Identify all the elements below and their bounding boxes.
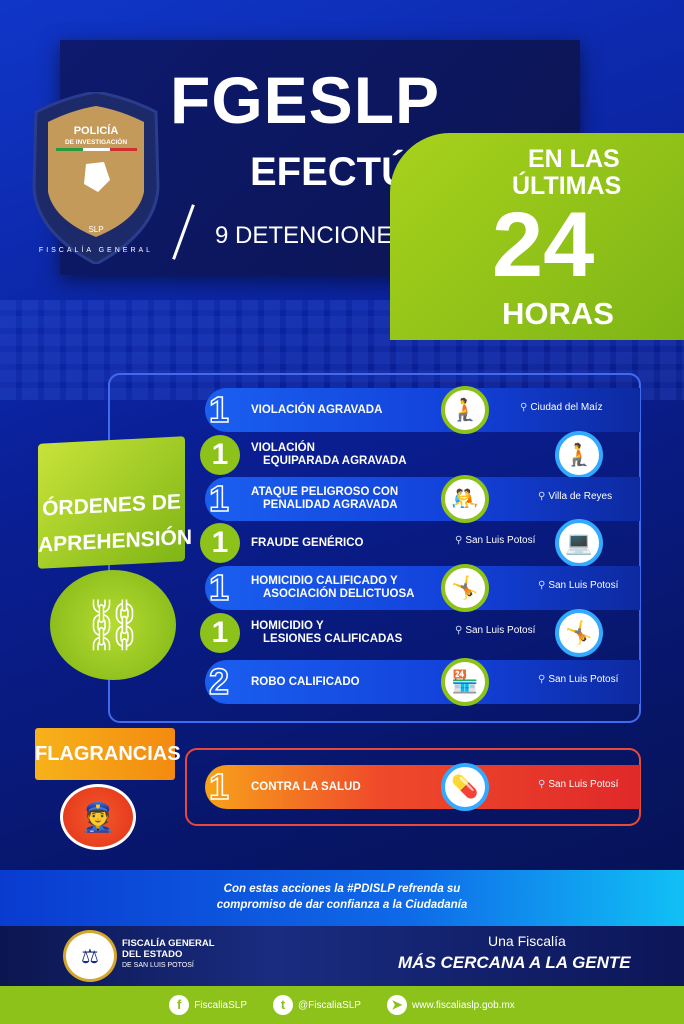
police-badge-logo: POLICÍA DE INVESTIGACIÓN SLP FISCALÍA GE…: [32, 92, 160, 264]
count: 1: [200, 523, 240, 563]
orders-label: ÓRDENES DE APREHENSIÓN: [38, 436, 192, 569]
order-row: 1 HOMICIDIO Y LESIONES CALIFICADAS 🤸 ⚲ San…: [200, 609, 640, 657]
badge-text: FISCALÍA GENERAL: [39, 245, 153, 254]
attack-icon: 🤼: [441, 475, 489, 523]
org-name: FISCALÍA GENERAL DEL ESTADO DE SAN LUIS PO…: [122, 938, 215, 969]
flagrancia-row: 1 CONTRA LA SALUD 💊 ⚲ San Luis Potosí: [205, 763, 640, 811]
timeframe-box: [390, 133, 684, 340]
timeframe-text: EN LAS: [528, 145, 620, 173]
slogan: Una Fiscalía: [488, 933, 566, 949]
location-pin-icon: ⚲: [455, 535, 463, 546]
arrest-icon: 👮: [60, 784, 136, 850]
location-pin-icon: ⚲: [538, 779, 546, 790]
crime-label: VIOLACIÓN EQUIPARADA AGRAVADA: [251, 442, 407, 467]
location: ⚲ San Luis Potosí: [538, 580, 619, 591]
badge-text: POLICÍA: [74, 124, 119, 137]
crime-label: CONTRA LA SALUD: [251, 780, 361, 793]
page-title: FGESLP: [170, 63, 441, 137]
timeframe-text: ÚLTIMAS: [512, 172, 622, 200]
crime-label: FRAUDE GENÉRICO: [251, 536, 364, 549]
sad-person-icon: 🧎: [441, 386, 489, 434]
timeframe-unit: HORAS: [502, 296, 614, 331]
badge-text: SLP: [88, 225, 103, 234]
location-pin-icon: ⚲: [538, 580, 546, 591]
body-outline-icon: 🤸: [441, 564, 489, 612]
count: 1: [208, 478, 230, 520]
facebook-link[interactable]: f FiscaliaSLP: [169, 995, 247, 1015]
location: ⚲ San Luis Potosí: [455, 535, 536, 546]
location-pin-icon: ⚲: [538, 491, 546, 502]
location: ⚲ Ciudad del Maíz: [520, 402, 603, 413]
count: 2: [208, 661, 230, 703]
crime-label: HOMICIDIO Y LESIONES CALIFICADAS: [251, 620, 403, 645]
crime-label: ATAQUE PELIGROSO CON PENALIDAD AGRAVADA: [251, 486, 399, 511]
social-bar: f FiscaliaSLP t @FiscaliaSLP ➤ www.fiscalia…: [0, 986, 684, 1024]
location: ⚲ Villa de Reyes: [538, 491, 613, 502]
fiscalia-seal-logo: ⚖: [63, 930, 117, 982]
cursor-icon: ➤: [386, 995, 407, 1015]
crime-label: ROBO CALIFICADO: [251, 675, 360, 688]
order-row: 1 VIOLACIÓN EQUIPARADA AGRAVADA 🧎: [200, 431, 640, 479]
order-row: 2 ROBO CALIFICADO 🏪 ⚲ San Luis Potosí: [205, 658, 640, 706]
pills-icon: 💊: [441, 763, 489, 811]
twitter-icon: t: [273, 995, 294, 1015]
order-row: 1 VIOLACIÓN AGRAVADA 🧎 ⚲ Ciudad del Maíz: [205, 386, 640, 434]
badge-text: DE INVESTIGACIÓN: [65, 137, 127, 146]
website-link[interactable]: ➤ www.fiscaliaslp.gob.mx: [386, 995, 515, 1015]
fraud-laptop-icon: 💻: [555, 519, 603, 567]
location: ⚲ San Luis Potosí: [538, 674, 619, 685]
order-row: 1 ATAQUE PELIGROSO CON PENALIDAD AGRAVADA…: [205, 475, 640, 523]
location-pin-icon: ⚲: [538, 674, 546, 685]
count: 1: [208, 567, 230, 609]
flagrancias-panel: [185, 748, 641, 826]
flagrancias-label: FLAGRANCIAS: [35, 728, 181, 780]
timeframe-number: 24: [492, 194, 595, 296]
count: 1: [200, 613, 240, 653]
count: 1: [200, 435, 240, 475]
closing-message: Con estas acciones la #PDISLP refrenda s…: [0, 870, 684, 926]
order-row: 1 HOMICIDIO CALIFICADO Y ASOCIACIÓN DELIC…: [205, 564, 640, 612]
count: 1: [208, 766, 230, 808]
location-pin-icon: ⚲: [455, 625, 463, 636]
store-icon: 🏪: [441, 658, 489, 706]
location: ⚲ San Luis Potosí: [455, 625, 536, 636]
detentions-count: 9 DETENCIONES: [215, 222, 409, 249]
twitter-link[interactable]: t @FiscaliaSLP: [273, 995, 361, 1015]
sad-person-icon: 🧎: [555, 431, 603, 479]
body-outline-icon: 🤸: [555, 609, 603, 657]
count: 1: [208, 389, 230, 431]
slogan-bold: MÁS CERCANA A LA GENTE: [398, 953, 631, 972]
order-row: 1 FRAUDE GENÉRICO 💻 ⚲ San Luis Potosí: [200, 519, 640, 567]
facebook-icon: f: [169, 995, 190, 1015]
crime-label: VIOLACIÓN AGRAVADA: [251, 403, 383, 416]
crime-label: HOMICIDIO CALIFICADO Y ASOCIACIÓN DELICTU…: [251, 575, 415, 600]
handcuffs-icon: ⛓: [50, 570, 176, 680]
location-pin-icon: ⚲: [520, 402, 528, 413]
location: ⚲ San Luis Potosí: [538, 779, 619, 790]
